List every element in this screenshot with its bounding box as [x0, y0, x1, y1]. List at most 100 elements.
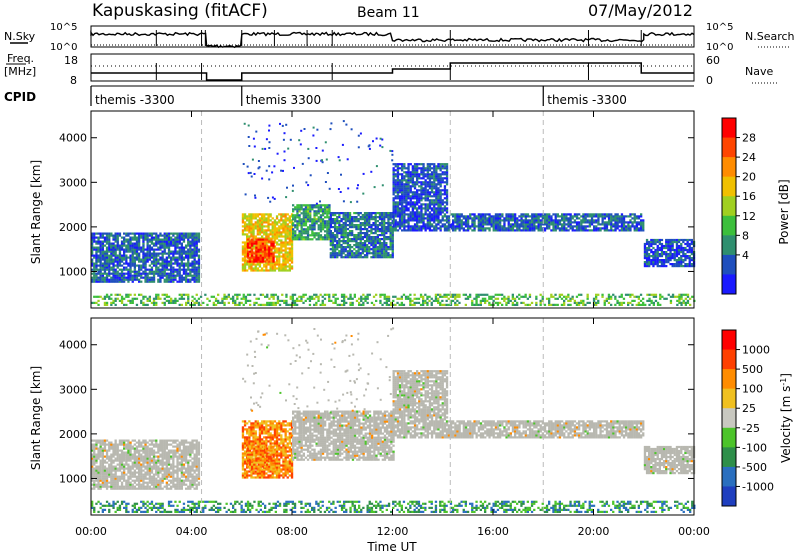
echo-cell	[416, 181, 418, 183]
echo-cell	[385, 216, 387, 218]
echo-cell	[296, 298, 298, 300]
echo-cell	[159, 273, 161, 275]
echo-cell	[644, 265, 646, 267]
echo-cell	[433, 187, 435, 189]
echo-cell	[650, 251, 652, 253]
echo-cell	[654, 263, 656, 265]
echo-cell	[405, 199, 407, 201]
echo-cell	[324, 210, 326, 212]
echo-cell	[499, 294, 501, 296]
echo-cell	[563, 302, 565, 304]
echo-cell	[352, 298, 354, 300]
echo-cell	[123, 281, 125, 283]
echo-cell	[108, 261, 110, 263]
echo-cell	[324, 216, 326, 218]
echo-cell	[578, 294, 580, 296]
echo-cell	[194, 267, 196, 269]
echo-cell	[112, 281, 114, 283]
echo-cell	[244, 229, 246, 231]
echo-cell	[265, 213, 267, 215]
echo-cell	[305, 210, 307, 212]
echo-cell	[548, 304, 550, 306]
echo-cell	[127, 294, 129, 296]
echo-cell	[644, 263, 646, 265]
echo-cell	[484, 294, 486, 296]
echo-cell	[488, 229, 490, 231]
echo-cell	[309, 238, 311, 240]
echo-cell	[138, 239, 140, 241]
echo-cell	[155, 271, 157, 273]
echo-cell	[149, 235, 151, 237]
echo-cell	[179, 263, 181, 265]
echo-cell	[385, 228, 387, 230]
echo-cell	[253, 259, 255, 261]
echo-cell	[242, 253, 244, 255]
echo-cell	[198, 235, 200, 237]
echo-cell	[674, 249, 676, 251]
echo-cell	[129, 265, 131, 267]
echo-cell	[136, 265, 138, 267]
echo-cell	[149, 253, 151, 255]
echo-cell	[440, 207, 442, 209]
echo-cell	[164, 239, 166, 241]
echo-cell	[285, 300, 287, 302]
echo-cell	[393, 217, 395, 219]
echo-cell	[136, 255, 138, 257]
echo-cell	[425, 169, 427, 171]
echo-cell	[187, 241, 189, 243]
echo-cell	[383, 218, 385, 220]
echo-cell	[535, 213, 537, 215]
echo-cell	[287, 213, 289, 215]
echo-cell	[442, 189, 444, 191]
echo-cell	[345, 228, 347, 230]
echo-cell	[221, 298, 223, 300]
echo-cell	[631, 223, 633, 225]
echo-cell	[614, 217, 616, 219]
echo-cell	[680, 257, 682, 259]
echo-cell	[370, 226, 372, 228]
echo-cell	[393, 211, 395, 213]
echo-cell	[377, 252, 379, 254]
echo-cell	[401, 201, 403, 203]
echo-cell	[147, 298, 149, 300]
echo-cell	[285, 213, 287, 215]
cpid-segment-label: themis 3300	[246, 93, 321, 107]
echo-cell	[454, 215, 456, 217]
echo-cell	[187, 243, 189, 245]
echo-cell	[108, 245, 110, 247]
echo-cell	[108, 243, 110, 245]
echo-cell	[461, 227, 463, 229]
echo-cell	[422, 197, 424, 199]
echo-cell	[650, 245, 652, 247]
echo-cell	[578, 227, 580, 229]
echo-cell	[181, 233, 183, 235]
echo-cell	[153, 237, 155, 239]
echo-cell	[347, 234, 349, 236]
echo-cell	[444, 209, 446, 211]
echo-cell	[282, 227, 284, 229]
echo-cell	[385, 246, 387, 248]
echo-cell	[512, 227, 514, 229]
echo-cell	[296, 238, 298, 240]
echo-cell	[424, 302, 426, 304]
cpid-segments: themis -3300 themis 3300 themis -3300	[91, 86, 627, 107]
echo-cell	[168, 233, 170, 235]
echo-cell	[347, 224, 349, 226]
echo-cell	[309, 296, 311, 298]
echo-cell	[665, 241, 667, 243]
echo-cell	[298, 214, 300, 216]
echo-cell	[270, 263, 272, 265]
echo-cell	[260, 249, 262, 251]
echo-cell	[385, 230, 387, 232]
echo-cell	[505, 213, 507, 215]
echo-cell	[106, 233, 108, 235]
echo-cell	[431, 167, 433, 169]
echo-cell	[257, 267, 259, 269]
echo-cell	[512, 296, 514, 298]
echo-cell	[471, 223, 473, 225]
echo-cell	[330, 226, 332, 228]
echo-cell	[381, 216, 383, 218]
echo-cell	[191, 277, 193, 279]
echo-cell	[162, 257, 164, 259]
echo-cell	[657, 257, 659, 259]
